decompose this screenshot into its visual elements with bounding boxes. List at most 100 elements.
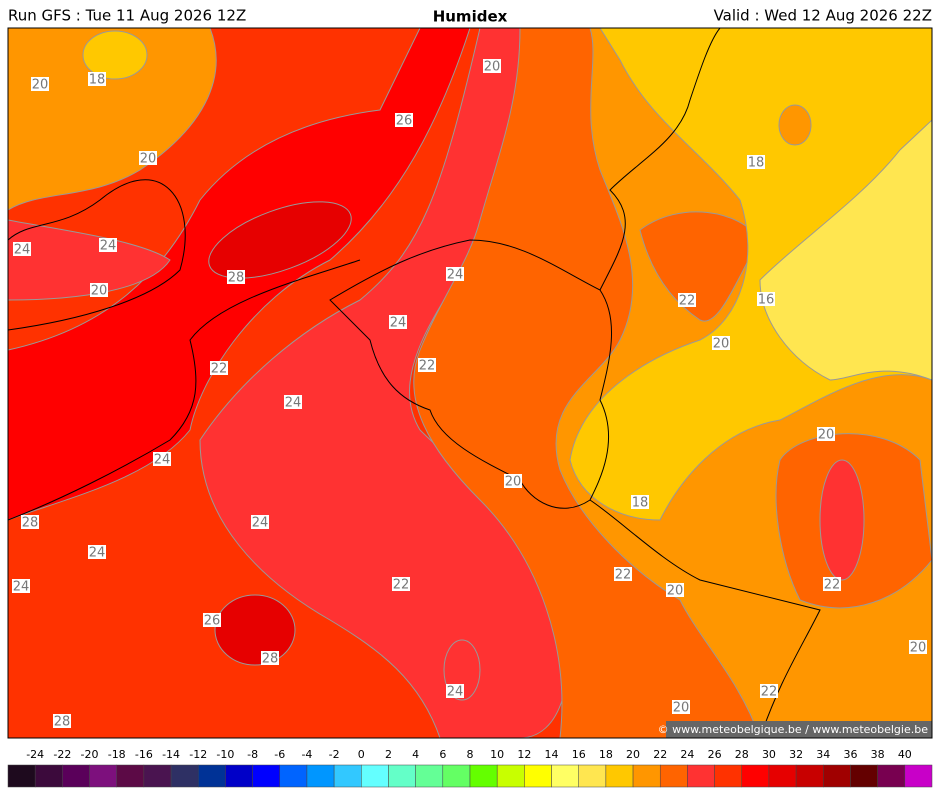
- colorbar-swatch: [197, 764, 226, 788]
- field: [759, 119, 932, 381]
- colorbar-swatch: [442, 764, 471, 788]
- contour-label-box: [13, 242, 31, 256]
- colorbar-swatch: [823, 764, 851, 788]
- contour-label: 22: [824, 578, 841, 593]
- colorbar-tick-label: -18: [108, 748, 126, 761]
- contour-label: 24: [285, 396, 302, 411]
- contour-label-box: [446, 684, 464, 698]
- colorbar-swatch: [551, 764, 579, 788]
- field: [208, 201, 352, 279]
- contour-label: 28: [54, 715, 71, 730]
- colorbar-swatch: [116, 764, 145, 788]
- colorbar-swatch: [741, 764, 770, 788]
- contour-label: 22: [211, 362, 228, 377]
- contour-label: 24: [447, 685, 464, 700]
- field: [569, 28, 932, 521]
- contour-label: 16: [758, 293, 775, 308]
- map-title: Humidex: [433, 8, 508, 26]
- colorbar-swatch: [62, 764, 90, 788]
- contour-label: 20: [91, 284, 108, 299]
- contour-label: 26: [396, 114, 413, 129]
- contour-label-box: [395, 113, 413, 127]
- contour-label-box: [153, 452, 171, 466]
- contour-label-box: [712, 336, 730, 350]
- colorbar-tick-label: -10: [216, 748, 234, 761]
- colorbar-swatch: [632, 764, 661, 788]
- contour-label-box: [389, 315, 407, 329]
- contour-label-box: [210, 361, 228, 375]
- field: [8, 28, 217, 211]
- copyright: © www.meteobelgique.be / www.meteobelgie…: [658, 723, 929, 736]
- contour-label-box: [284, 395, 302, 409]
- field: [8, 219, 171, 301]
- colorbar-tick-label: 2: [385, 748, 392, 761]
- colorbar-tick-label: 20: [626, 748, 640, 761]
- colorbar-tick-label: 34: [816, 748, 830, 761]
- colorbar-swatch: [687, 764, 715, 788]
- map-area: © www.meteobelgique.be / www.meteobelgie…: [8, 28, 932, 738]
- colorbar-tick-label: -12: [189, 748, 207, 761]
- colorbar-swatch: [361, 764, 389, 788]
- contour-label-box: [392, 577, 410, 591]
- contour-label-box: [251, 515, 269, 529]
- contour-label: 24: [154, 453, 171, 468]
- contour-label: 28: [262, 652, 279, 667]
- contour-label: 26: [204, 614, 221, 629]
- contour-label: 22: [761, 685, 778, 700]
- contour-label-box: [31, 77, 49, 91]
- contour-label-box: [483, 59, 501, 73]
- field: [82, 30, 148, 80]
- contour-label-box: [418, 358, 436, 372]
- contour-label-box: [678, 293, 696, 307]
- contour-label: 24: [252, 516, 269, 531]
- colorbar-swatch: [225, 764, 253, 788]
- contour-label-box: [227, 270, 245, 284]
- contour-label-box: [631, 495, 649, 509]
- contour-label-box: [99, 238, 117, 252]
- colorbar: -24 -22 -20 -18 -16 -14 -12 -10 -8 -6 -4 -2 0 2 4 6 8 10 1…: [7, 748, 933, 788]
- contour-label: 24: [89, 546, 106, 561]
- colorbar-tick-label: 6: [439, 748, 446, 761]
- run-info: Run GFS : Tue 11 Aug 2026 12Z: [8, 7, 246, 25]
- colorbar-tick-label: 22: [653, 748, 667, 761]
- colorbar-tick-label: -16: [135, 748, 153, 761]
- colorbar-tick-label: 32: [789, 748, 803, 761]
- contour-label-box: [203, 613, 221, 627]
- field: [819, 459, 865, 581]
- colorbar-swatch: [34, 764, 63, 788]
- contour-label: 24: [14, 243, 31, 258]
- colorbar-tick-label: -2: [329, 748, 340, 761]
- colorbar-swatch: [89, 764, 117, 788]
- colorbar-swatch: [252, 764, 281, 788]
- colorbar-tick-label: 18: [599, 748, 613, 761]
- contour-label: 18: [748, 156, 765, 171]
- contour-label: 24: [447, 268, 464, 283]
- colorbar-tick-label: 40: [898, 748, 912, 761]
- colorbar-swatch: [768, 764, 797, 788]
- contour-label: 20: [140, 152, 157, 167]
- contour-label-box: [666, 583, 684, 597]
- contour-label: 20: [484, 60, 501, 75]
- colorbar-tick-label: -24: [26, 748, 44, 761]
- colorbar-swatch: [333, 764, 362, 788]
- contour-label: 28: [228, 271, 245, 286]
- colorbar-tick-label: 14: [545, 748, 559, 761]
- map-frame: [7, 27, 933, 739]
- contour-label-box: [446, 267, 464, 281]
- contour-label-box: [823, 577, 841, 591]
- contour-label: 20: [32, 78, 49, 93]
- colorbar-tick-label: 24: [680, 748, 694, 761]
- contour-label-box: [614, 567, 632, 581]
- contour-label-box: [261, 651, 279, 665]
- colorbar-swatch: [904, 764, 933, 788]
- contour-label: 20: [713, 337, 730, 352]
- coastline: [8, 259, 361, 521]
- contour-label-box: [139, 151, 157, 165]
- contour-label-box: [12, 579, 30, 593]
- colorbar-swatch: [469, 764, 498, 788]
- colorbar-swatch: [714, 764, 743, 788]
- contour-label-box: [53, 714, 71, 728]
- colorbar-tick-label: 10: [490, 748, 504, 761]
